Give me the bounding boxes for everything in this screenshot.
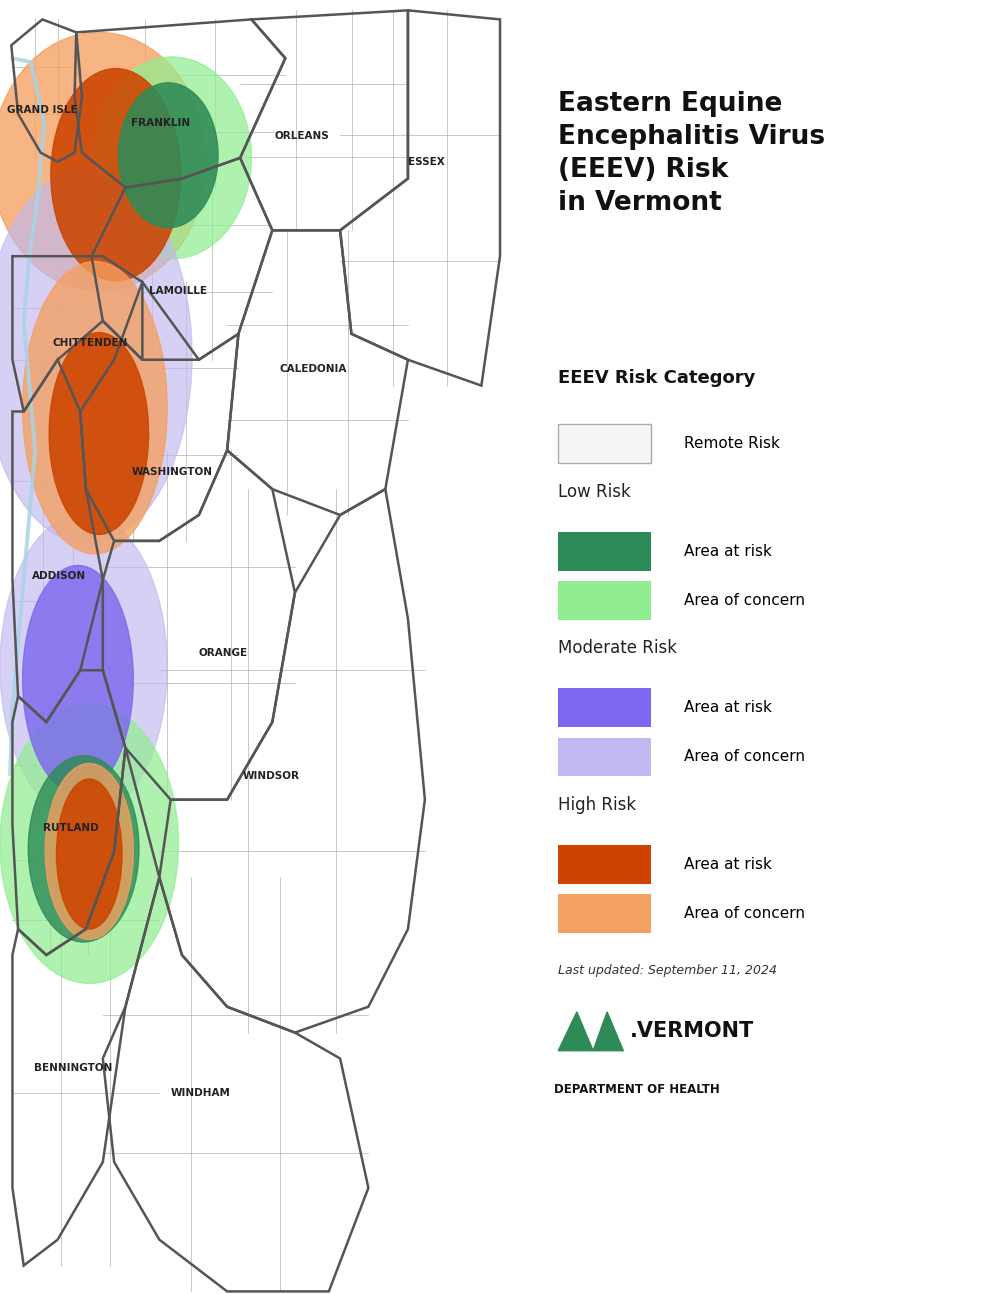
- FancyBboxPatch shape: [558, 894, 651, 933]
- Text: ESSEX: ESSEX: [408, 157, 445, 167]
- FancyBboxPatch shape: [558, 581, 651, 620]
- Text: Area of concern: Area of concern: [684, 593, 805, 608]
- Text: Area at risk: Area at risk: [684, 543, 772, 559]
- Ellipse shape: [45, 763, 133, 939]
- Ellipse shape: [0, 704, 179, 983]
- Text: Area at risk: Area at risk: [684, 857, 772, 872]
- Text: Low Risk: Low Risk: [558, 483, 631, 501]
- Text: WINDSOR: WINDSOR: [243, 771, 300, 782]
- FancyBboxPatch shape: [558, 532, 651, 571]
- Text: ORANGE: ORANGE: [199, 648, 248, 659]
- Text: Moderate Risk: Moderate Risk: [558, 639, 677, 657]
- Text: Eastern Equine
Encephalitis Virus
(EEEV) Risk
in Vermont: Eastern Equine Encephalitis Virus (EEEV)…: [558, 91, 825, 216]
- Text: Area of concern: Area of concern: [684, 906, 805, 921]
- Text: BENNINGTON: BENNINGTON: [34, 1062, 113, 1073]
- Text: EEEV Risk Category: EEEV Risk Category: [558, 369, 756, 387]
- FancyBboxPatch shape: [558, 845, 651, 884]
- Text: DEPARTMENT OF HEALTH: DEPARTMENT OF HEALTH: [554, 1083, 720, 1096]
- Text: CHITTENDEN: CHITTENDEN: [53, 338, 128, 348]
- Ellipse shape: [0, 168, 192, 543]
- Text: Last updated: September 11, 2024: Last updated: September 11, 2024: [558, 964, 777, 977]
- Text: ORLEANS: ORLEANS: [275, 131, 330, 141]
- Text: High Risk: High Risk: [558, 796, 636, 814]
- Ellipse shape: [23, 261, 167, 554]
- Polygon shape: [558, 1012, 623, 1051]
- Text: RUTLAND: RUTLAND: [43, 823, 98, 833]
- Text: Area at risk: Area at risk: [684, 700, 772, 716]
- Ellipse shape: [49, 333, 149, 534]
- Ellipse shape: [119, 83, 218, 228]
- FancyBboxPatch shape: [558, 424, 651, 463]
- Text: .VERMONT: .VERMONT: [630, 1021, 755, 1042]
- Text: FRANKLIN: FRANKLIN: [131, 118, 191, 128]
- Ellipse shape: [0, 32, 206, 291]
- Ellipse shape: [28, 756, 139, 942]
- Text: CALEDONIA: CALEDONIA: [280, 364, 347, 374]
- Text: Remote Risk: Remote Risk: [684, 436, 780, 452]
- Ellipse shape: [0, 514, 167, 819]
- Ellipse shape: [93, 57, 251, 259]
- FancyBboxPatch shape: [558, 738, 651, 776]
- Text: WASHINGTON: WASHINGTON: [132, 467, 213, 477]
- Text: GRAND ISLE: GRAND ISLE: [7, 105, 78, 115]
- Text: LAMOILLE: LAMOILLE: [149, 286, 207, 296]
- Ellipse shape: [56, 779, 122, 929]
- Text: ADDISON: ADDISON: [32, 571, 86, 581]
- Text: Area of concern: Area of concern: [684, 749, 805, 765]
- Ellipse shape: [23, 565, 133, 793]
- Ellipse shape: [51, 69, 181, 281]
- FancyBboxPatch shape: [558, 688, 651, 727]
- Text: WINDHAM: WINDHAM: [171, 1088, 231, 1099]
